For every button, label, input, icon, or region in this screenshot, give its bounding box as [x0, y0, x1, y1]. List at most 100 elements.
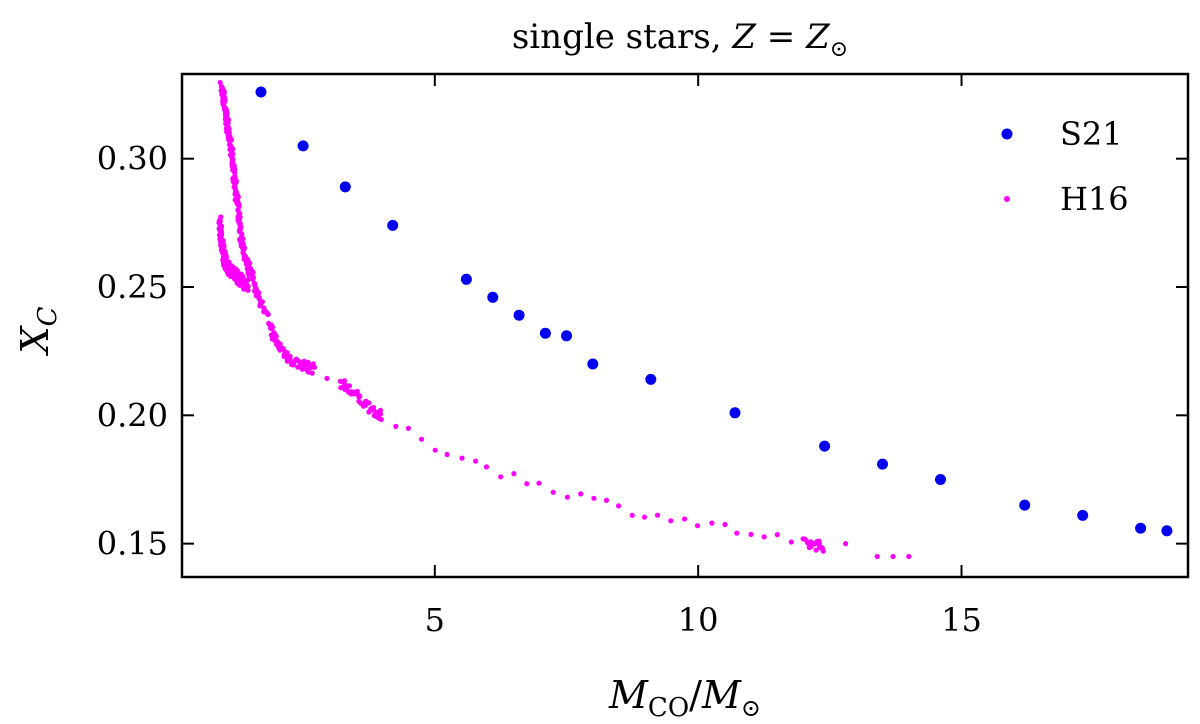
h16-point: [524, 481, 530, 487]
h16-point: [301, 358, 307, 364]
x-tick-label: 5: [425, 601, 445, 639]
h16-point: [774, 532, 780, 538]
h16-point: [405, 425, 411, 431]
h16-point: [245, 283, 251, 290]
h16-point: [536, 480, 542, 486]
legend-label-s21: S21: [1060, 115, 1123, 153]
s21-point: [1161, 525, 1173, 537]
h16-point: [346, 383, 352, 389]
h16-point: [217, 217, 223, 223]
h16-point: [245, 287, 251, 293]
h16-point: [459, 455, 465, 461]
h16-point: [616, 503, 622, 509]
h16-series: [216, 79, 912, 560]
h16-point: [259, 299, 265, 306]
h16-point: [668, 518, 674, 524]
legend: S21 H16: [1001, 115, 1129, 218]
h16-point: [232, 179, 238, 185]
s21-point: [539, 327, 551, 339]
h16-point: [377, 410, 383, 416]
legend-label-h16: H16: [1060, 180, 1129, 218]
h16-point: [734, 530, 740, 536]
h16-point: [221, 94, 228, 100]
s21-point: [339, 181, 351, 193]
h16-point: [225, 117, 231, 123]
h16-point: [761, 534, 767, 540]
s21-point: [587, 358, 599, 370]
h16-point: [788, 539, 794, 545]
s21-point: [255, 86, 267, 98]
s21-point: [1077, 509, 1089, 521]
h16-point: [654, 512, 661, 518]
h16-point: [483, 464, 490, 470]
h16-point: [230, 151, 236, 157]
h16-point: [305, 359, 311, 365]
h16-point: [820, 548, 826, 554]
h16-point: [550, 489, 556, 495]
s21-point: [297, 140, 309, 152]
h16-point: [309, 370, 315, 376]
h16-point: [220, 243, 226, 249]
h16-point: [228, 137, 235, 143]
y-tick-label: 0.30: [97, 140, 168, 178]
h16-point: [237, 227, 243, 233]
h16-point: [222, 98, 228, 104]
s21-point: [935, 474, 946, 485]
legend-marker-s21: [1001, 128, 1013, 140]
s21-point: [645, 373, 657, 385]
h16-point: [256, 294, 262, 300]
s21-point: [460, 273, 472, 285]
y-tick-label: 0.15: [97, 525, 168, 563]
h16-point: [603, 497, 610, 503]
s21-point: [387, 219, 399, 231]
y-tick-label: 0.25: [97, 268, 168, 306]
h16-point: [357, 393, 363, 399]
h16-point: [270, 324, 276, 330]
h16-point: [265, 311, 271, 317]
h16-point: [256, 290, 262, 296]
axis-ticks: 5 10 15 0.15 0.20 0.25 0.30: [97, 74, 1188, 639]
h16-point: [236, 216, 243, 222]
h16-point: [564, 494, 571, 500]
s21-series: [255, 86, 1173, 537]
s21-point: [877, 458, 888, 470]
s21-point: [487, 291, 499, 303]
h16-point: [874, 553, 880, 560]
h16-point: [813, 547, 819, 553]
h16-point: [341, 378, 348, 384]
h16-point: [217, 224, 223, 231]
h16-point: [578, 491, 584, 497]
h16-point: [591, 495, 597, 501]
h16-point: [748, 531, 754, 538]
h16-point: [418, 436, 425, 442]
h16-point: [641, 514, 648, 520]
h16-point: [312, 364, 318, 370]
h16-point: [432, 447, 438, 453]
x-axis-label: MCO/M⊙: [608, 673, 761, 723]
h16-point: [722, 521, 728, 528]
x-tick-label: 10: [678, 601, 719, 639]
h16-point: [261, 305, 267, 311]
h16-point: [240, 236, 246, 242]
legend-marker-h16: [1004, 196, 1010, 202]
h16-point: [709, 520, 715, 526]
y-axis-label: XC: [13, 306, 63, 356]
h16-point: [245, 277, 251, 283]
h16-point: [906, 553, 912, 560]
plot-frame: [180, 72, 1190, 579]
h16-point: [227, 141, 233, 147]
h16-point: [277, 341, 283, 347]
h16-point: [370, 407, 377, 413]
s21-point: [819, 440, 831, 452]
h16-point: [694, 523, 701, 529]
s21-point: [1135, 522, 1147, 534]
h16-point: [324, 375, 330, 381]
h16-point: [366, 400, 372, 406]
h16-point: [247, 260, 253, 266]
h16-point: [444, 451, 450, 458]
h16-point: [250, 276, 256, 282]
h16-point: [843, 541, 849, 547]
h16-point: [473, 458, 479, 464]
h16-point: [890, 553, 896, 560]
h16-point: [498, 474, 504, 480]
